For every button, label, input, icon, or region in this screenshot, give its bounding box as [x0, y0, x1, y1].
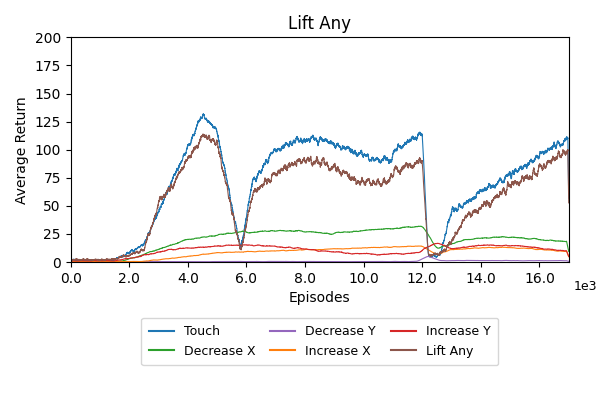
Increase Y	[402, 251, 409, 256]
Increase Y	[518, 244, 525, 248]
Line: Decrease X: Decrease X	[70, 226, 569, 262]
Touch	[402, 140, 409, 145]
Increase X	[67, 259, 74, 264]
Touch	[84, 259, 92, 263]
Lift Any	[394, 169, 401, 174]
Increase X	[518, 246, 525, 250]
Increase Y	[455, 246, 462, 250]
Decrease Y	[402, 259, 409, 264]
Decrease Y	[425, 254, 432, 259]
Decrease Y	[394, 259, 401, 264]
Touch	[200, 111, 207, 116]
Increase X	[417, 244, 424, 248]
Lift Any	[67, 259, 74, 263]
Lift Any	[455, 227, 462, 232]
Touch	[67, 258, 74, 263]
Decrease X	[394, 226, 401, 231]
Lift Any	[200, 131, 207, 136]
Increase Y	[67, 259, 74, 264]
Line: Increase X: Increase X	[70, 246, 569, 262]
Line: Touch: Touch	[70, 114, 569, 261]
Y-axis label: Average Return: Average Return	[15, 96, 29, 203]
Lift Any	[565, 201, 572, 205]
Decrease X	[125, 256, 133, 261]
Increase X	[565, 254, 572, 259]
Line: Lift Any: Lift Any	[70, 134, 569, 261]
Decrease X	[565, 249, 572, 254]
Decrease X	[402, 224, 409, 229]
Decrease X	[264, 229, 271, 234]
Decrease Y	[455, 258, 462, 263]
Increase X	[264, 249, 271, 254]
Touch	[565, 196, 572, 201]
Increase Y	[565, 254, 572, 259]
Increase X	[125, 259, 133, 264]
Touch	[455, 203, 462, 208]
Decrease X	[417, 224, 424, 228]
Decrease X	[455, 239, 462, 244]
X-axis label: Episodes: Episodes	[289, 291, 351, 305]
Lift Any	[518, 176, 525, 181]
Touch	[264, 161, 271, 166]
Text: 1e3: 1e3	[573, 280, 597, 293]
Lift Any	[125, 253, 133, 258]
Increase Y	[264, 244, 271, 248]
Line: Decrease Y: Decrease Y	[70, 256, 569, 262]
Increase Y	[394, 251, 401, 256]
Increase X	[402, 244, 409, 249]
Decrease X	[518, 235, 525, 240]
Touch	[518, 167, 525, 172]
Decrease X	[67, 259, 74, 264]
Decrease Y	[125, 259, 133, 264]
Touch	[394, 144, 401, 149]
Lift Any	[264, 177, 271, 182]
Decrease Y	[518, 258, 525, 263]
Increase X	[455, 247, 462, 252]
Increase X	[394, 244, 401, 249]
Title: Lift Any: Lift Any	[288, 15, 351, 33]
Touch	[125, 251, 133, 256]
Decrease Y	[67, 259, 74, 264]
Legend: Touch, Decrease X, Decrease Y, Increase X, Increase Y, Lift Any: Touch, Decrease X, Decrease Y, Increase …	[141, 318, 498, 365]
Decrease Y	[264, 259, 271, 264]
Increase Y	[434, 241, 441, 246]
Decrease Y	[565, 259, 572, 264]
Lift Any	[402, 162, 409, 166]
Increase Y	[125, 256, 133, 261]
Line: Increase Y: Increase Y	[70, 243, 569, 261]
